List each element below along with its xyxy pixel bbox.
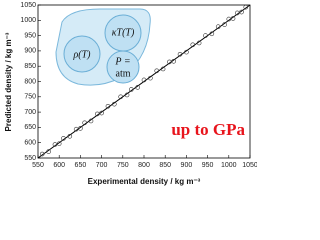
data-point (177, 51, 183, 57)
y-tick-label: 550 (24, 155, 36, 162)
data-point (95, 111, 100, 117)
data-point (171, 59, 176, 64)
reference-line (37, 4, 251, 159)
data-point (154, 68, 160, 74)
data-point (196, 40, 202, 46)
data-point (203, 33, 208, 38)
data-point (88, 118, 94, 124)
data-point (135, 85, 140, 90)
x-tick-label: 950 (202, 162, 214, 169)
data-point (148, 75, 153, 81)
annotation: P = (114, 56, 130, 67)
y-tick-label: 1000 (20, 17, 36, 24)
x-tick-label: 650 (75, 162, 87, 169)
y-tick-label: 950 (24, 32, 36, 39)
data-point (82, 120, 87, 126)
x-tick-label: 1000 (221, 162, 237, 169)
data-point (209, 31, 215, 37)
data-point (226, 16, 232, 22)
data-point (73, 126, 79, 132)
inset-diagram (55, 8, 151, 86)
data-point (141, 77, 147, 83)
data-point (105, 103, 111, 109)
data-point (239, 9, 244, 15)
data-point (167, 59, 172, 65)
y-tick-label: 850 (24, 63, 36, 70)
x-tick-label: 700 (96, 162, 108, 169)
data-point (190, 42, 196, 48)
y-axis-label: Predicted density / kg m⁻³ (4, 32, 13, 131)
diagram-circle (63, 35, 101, 73)
x-tick-label: 850 (159, 162, 171, 169)
y-tick-label: 650 (24, 124, 36, 131)
annotation: ρ(T) (72, 49, 91, 60)
data-point (243, 4, 249, 10)
y-tick-label: 1050 (20, 2, 36, 9)
data-point (112, 101, 117, 107)
x-tick-label: 600 (53, 162, 65, 169)
data-point (78, 126, 83, 131)
x-tick-label: 1050 (242, 162, 257, 169)
data-point (215, 24, 221, 30)
y-tick-label: 700 (24, 109, 36, 116)
data-point (234, 10, 240, 16)
x-tick-label: 900 (181, 162, 193, 169)
y-tick-label: 750 (24, 94, 36, 101)
data-point (67, 133, 73, 139)
y-tick-label: 800 (24, 78, 36, 85)
chart: Experimental density / kg m⁻³ Predicted … (4, 2, 257, 186)
annotation: κT(T) (112, 27, 135, 38)
data-point (222, 22, 227, 27)
data-point (128, 87, 134, 92)
data-point (160, 66, 166, 72)
x-tick-label: 750 (117, 162, 129, 169)
y-tick-label: 900 (24, 48, 36, 55)
data-point (56, 141, 62, 146)
data-point (46, 149, 51, 154)
data-point (184, 49, 189, 55)
x-tick-label: 550 (32, 162, 44, 169)
y-tick-label: 600 (24, 140, 36, 147)
diagram-circle (106, 50, 140, 84)
annotation: up to GPa (171, 120, 245, 139)
x-tick-label: 800 (138, 162, 150, 169)
data-point (99, 110, 104, 116)
data-point (61, 136, 66, 141)
data-point (230, 16, 236, 21)
data-point (118, 94, 123, 100)
data-point (52, 142, 58, 147)
data-point (124, 92, 130, 98)
annotation: atm (116, 68, 131, 79)
data-point (39, 151, 45, 157)
x-axis-label: Experimental density / kg m⁻³ (88, 177, 201, 186)
